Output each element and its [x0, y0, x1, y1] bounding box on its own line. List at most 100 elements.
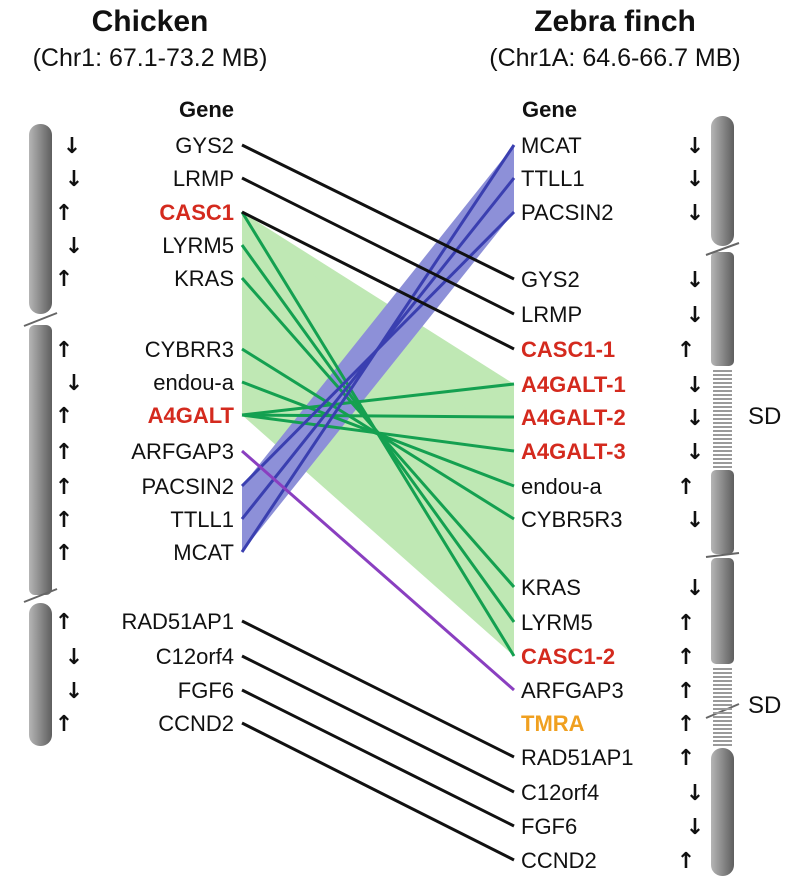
sd-dash: [713, 716, 732, 718]
right-gene-arfgap3: ARFGAP3: [521, 678, 624, 703]
left-strand-up-icon: ↑: [55, 508, 73, 533]
sd-dash: [713, 736, 732, 738]
right-gene-rad51ap1: RAD51AP1: [521, 745, 634, 770]
purple-link-arfgap3-to-arfgap3: [241, 449, 515, 692]
sd-dash: [713, 676, 732, 678]
left-strand-up-icon: ↑: [55, 610, 73, 635]
sd-dash: [713, 692, 732, 694]
sd-label-upper: SD: [748, 403, 781, 430]
right-strand-down-icon: ↓: [686, 373, 704, 398]
left-gene-kras: KRAS: [174, 266, 234, 291]
sd-dash: [713, 688, 732, 690]
left-strand-down-icon: ↓: [65, 679, 83, 704]
right-strand-down-icon: ↓: [686, 576, 704, 601]
sd-dash: [713, 454, 732, 456]
sd-dash: [713, 402, 732, 404]
green-link-a4galt-to-a4galt-3: [241, 413, 515, 453]
sd-dash: [713, 712, 732, 714]
left-gene-a4galt: A4GALT: [148, 403, 235, 428]
left-strand-up-icon: ↑: [55, 712, 73, 737]
blue-link-mcat-to-mcat: [240, 144, 516, 553]
right-strand-down-icon: ↓: [686, 303, 704, 328]
left-strand-up-icon: ↑: [55, 201, 73, 226]
sd-dash: [713, 410, 732, 412]
right-gene-mcat: MCAT: [521, 133, 582, 158]
sd-dash: [713, 720, 732, 722]
left-gene-casc1: CASC1: [159, 200, 234, 225]
right-gene-ttll1: TTLL1: [521, 166, 585, 191]
sd-dash: [713, 668, 732, 670]
sd-dash: [713, 696, 732, 698]
right-strand-up-icon: ↑: [677, 611, 695, 636]
right-gene-kras: KRAS: [521, 575, 581, 600]
right-gene-pacsin2: PACSIN2: [521, 200, 614, 225]
right-strand-up-icon: ↑: [677, 849, 695, 874]
right-strand-down-icon: ↓: [686, 167, 704, 192]
sd-dash: [713, 724, 732, 726]
right-gene-lyrm5: LYRM5: [521, 610, 593, 635]
left-strand-down-icon: ↓: [65, 371, 83, 396]
right-strand-up-icon: ↑: [677, 712, 695, 737]
sd-dash: [713, 672, 732, 674]
right-gene-fgf6: FGF6: [521, 814, 577, 839]
right-strand-up-icon: ↑: [677, 645, 695, 670]
sd-dash: [713, 370, 732, 372]
left-strand-up-icon: ↑: [55, 475, 73, 500]
left-strand-up-icon: ↑: [55, 338, 73, 363]
right-gene-tmra: TMRA: [521, 711, 585, 736]
sd-dash: [713, 450, 732, 452]
left-gene-pacsin2: PACSIN2: [141, 474, 234, 499]
right-gene-lrmp: LRMP: [521, 302, 582, 327]
green-link-a4galt-to-a4galt-1: [241, 382, 515, 417]
sd-dash: [713, 684, 732, 686]
sd-dash: [713, 704, 732, 706]
right-gene-ccnd2: CCND2: [521, 848, 597, 873]
black-link-lrmp-to-lrmp: [241, 176, 515, 316]
left-strand-up-icon: ↑: [55, 267, 73, 292]
right-gene-a4galt-2: A4GALT-2: [521, 405, 626, 430]
sd-label-lower: SD: [748, 692, 781, 719]
sd-dash: [713, 438, 732, 440]
right-gene-casc1-1: CASC1-1: [521, 337, 615, 362]
right-title: Zebra finch: [534, 5, 696, 38]
left-gene-lyrm5: LYRM5: [162, 233, 234, 258]
right-gene-a4galt-3: A4GALT-3: [521, 439, 626, 464]
sd-dash: [713, 422, 732, 424]
black-link-casc1-to-casc1-1: [241, 210, 515, 351]
sd-dash: [713, 418, 732, 420]
left-strand-up-icon: ↑: [55, 440, 73, 465]
right-gene-c12orf4: C12orf4: [521, 780, 599, 805]
left-strand-up-icon: ↑: [55, 541, 73, 566]
right-gene-header: Gene: [522, 97, 577, 122]
right-strand-up-icon: ↑: [677, 679, 695, 704]
green-link-a4galt-to-a4galt-2: [241, 413, 515, 419]
sd-dash: [713, 458, 732, 460]
right-chromosome: [705, 116, 740, 876]
left-gene-arfgap3: ARFGAP3: [131, 439, 234, 464]
left-subtitle: (Chr1: 67.1-73.2 MB): [33, 44, 268, 72]
left-chromosome: [23, 124, 58, 746]
sd-dash: [713, 740, 732, 742]
left-strand-down-icon: ↓: [65, 234, 83, 259]
right-strand-down-icon: ↓: [686, 508, 704, 533]
sd-dash: [713, 434, 732, 436]
right-gene-casc1-2: CASC1-2: [521, 644, 615, 669]
black-link-rad51ap1-to-rad51ap1: [241, 619, 515, 759]
left-gene-gys2: GYS2: [175, 133, 234, 158]
sd-dash: [713, 398, 732, 400]
left-gene-list: GYS2 LRMP CASC1 LYRM5 KRAS CYBRR3 endou-a A4GAL…: [121, 133, 234, 736]
right-strand-down-icon: ↓: [686, 406, 704, 431]
sd-dash: [713, 462, 732, 464]
right-gene-list: MCAT TTLL1 PACSIN2 GYS2 LRMP CASC1-1 A4GALT-1 A…: [521, 133, 634, 873]
right-strand-arrows: ↓ ↓ ↓ ↓ ↓ ↑ ↓ ↓ ↓ ↑ ↓ ↓ ↑ ↑ ↑ ↑ ↑ ↓ ↓ ↑: [677, 134, 704, 874]
left-gene-ttll1: TTLL1: [170, 507, 234, 532]
sd-dash: [713, 378, 732, 380]
synteny-links: [240, 143, 516, 862]
left-gene-cybrr3: CYBRR3: [145, 337, 234, 362]
sd-dash: [713, 466, 732, 468]
right-strand-up-icon: ↑: [677, 475, 695, 500]
left-gene-mcat: MCAT: [173, 540, 234, 565]
sd-dash: [713, 406, 732, 408]
left-strand-down-icon: ↓: [65, 645, 83, 670]
